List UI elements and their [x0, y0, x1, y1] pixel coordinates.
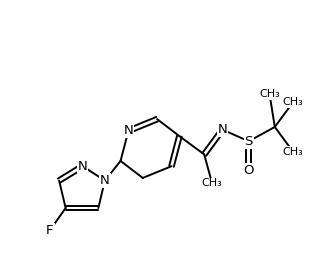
Text: N: N: [78, 160, 87, 173]
Text: CH₃: CH₃: [202, 178, 222, 188]
Text: F: F: [46, 224, 54, 237]
Text: N: N: [123, 124, 133, 138]
Text: N: N: [218, 123, 227, 136]
Text: O: O: [244, 164, 254, 176]
Text: CH₃: CH₃: [283, 147, 304, 157]
Text: CH₃: CH₃: [259, 89, 280, 99]
Text: CH₃: CH₃: [283, 97, 304, 107]
Text: S: S: [245, 135, 253, 148]
Text: N: N: [100, 174, 110, 187]
